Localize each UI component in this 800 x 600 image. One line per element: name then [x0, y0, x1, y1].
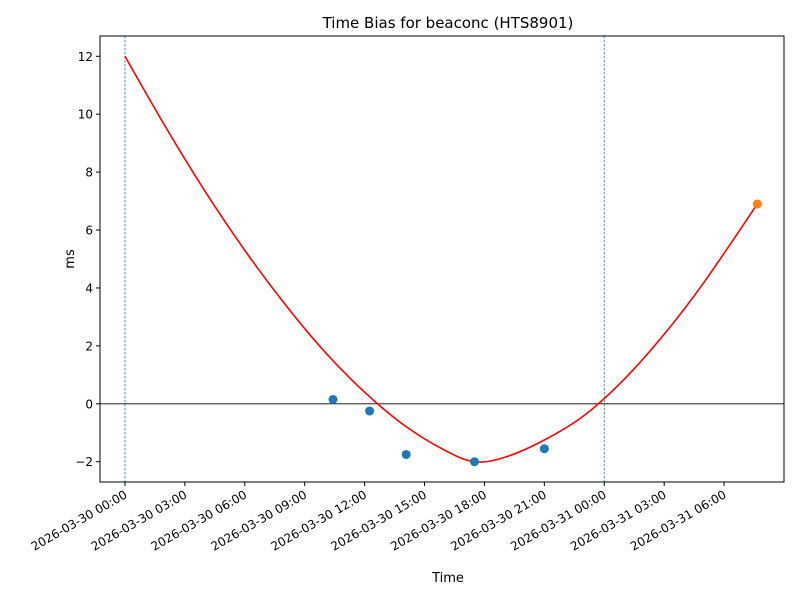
y-tick-label: 10: [78, 108, 93, 122]
fit-curve-line: [124, 55, 759, 463]
y-tick-label: 0: [85, 397, 93, 411]
y-tick-label: 8: [85, 166, 93, 180]
y-tick-label: 12: [78, 50, 93, 64]
x-axis-label: Time: [431, 571, 464, 586]
y-axis-label: ms: [63, 249, 78, 269]
y-tick-label: 4: [85, 281, 93, 295]
plot-frame: [99, 35, 785, 483]
plot-area: [100, 36, 784, 482]
chart-title: Time Bias for beaconc (HTS8901): [322, 14, 574, 32]
y-tick-label: −2: [75, 455, 93, 469]
y-axis: −2 0 2 4 6 8 10 12: [75, 50, 100, 469]
measurement-point: [469, 457, 479, 467]
measurement-point: [401, 449, 411, 459]
measurement-point: [328, 394, 338, 404]
measurement-point: [539, 444, 549, 454]
y-tick-label: 6: [85, 224, 93, 238]
y-tick-label: 2: [85, 339, 93, 353]
prediction-point: [752, 199, 762, 209]
measurement-point: [365, 406, 375, 416]
